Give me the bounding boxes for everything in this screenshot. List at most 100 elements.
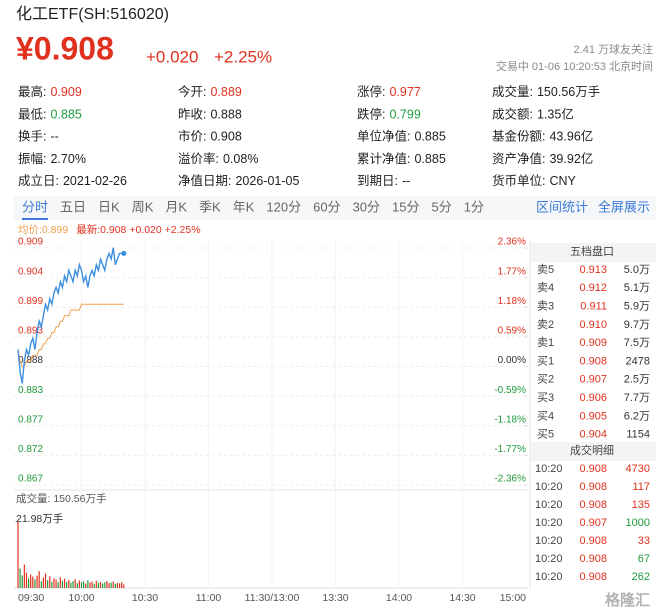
trade-volume: 67: [638, 553, 650, 565]
change: +0.020: [146, 47, 198, 66]
book-price: 0.913: [579, 264, 607, 276]
book-price: 0.905: [579, 410, 607, 422]
x-tick-label: 11:30/13:00: [245, 592, 300, 604]
stat-value: 0.799: [389, 108, 420, 122]
volume-bar: [17, 522, 19, 588]
volume-bar: [47, 580, 49, 588]
volume-bar: [72, 581, 74, 588]
tab[interactable]: 季K: [199, 199, 221, 214]
y2-tick-label: 1.18%: [498, 296, 526, 307]
volume-bar: [121, 582, 123, 588]
trade-time: 10:20: [535, 463, 563, 475]
book-label: 买3: [537, 391, 554, 404]
trade-volume: 262: [632, 571, 650, 583]
stat: 成交量: 150.56万手: [492, 84, 600, 99]
volume-bar: [110, 582, 112, 588]
book-price: 0.908: [579, 355, 607, 367]
book-label: 卖2: [537, 318, 554, 331]
y-tick-label: 0.909: [18, 237, 43, 248]
x-tick-label: 10:30: [132, 592, 158, 604]
y-tick-label: 0.883: [18, 385, 43, 396]
tab-action[interactable]: 全屏展示: [598, 199, 650, 214]
x-tick-label: 13:30: [322, 592, 348, 604]
volume-bar: [104, 582, 106, 588]
volume-bar: [114, 583, 116, 588]
y-tick-label: 0.893: [18, 326, 43, 337]
trade-time: 10:20: [535, 499, 563, 511]
volume-bar: [21, 575, 23, 588]
stat-label: 成立日:: [18, 173, 59, 188]
volume-bar: [55, 579, 57, 588]
trade-volume: 33: [638, 535, 650, 547]
stat-value: 0.885: [414, 130, 445, 144]
volume-bar: [83, 581, 85, 588]
trade-time: 10:20: [535, 571, 563, 583]
trade-volume: 117: [632, 481, 650, 493]
stat: 基金份额: 43.96亿: [492, 129, 593, 144]
status: 交易中 01-06 10:20:53 北京时间: [496, 59, 653, 73]
tab[interactable]: 15分: [392, 199, 419, 214]
book-volume: 7.5万: [624, 337, 650, 349]
watermark: 格隆汇: [605, 591, 650, 609]
book-label: 买5: [537, 428, 554, 441]
tab[interactable]: 1分: [464, 199, 484, 214]
tab[interactable]: 5分: [432, 199, 452, 214]
book-volume: 9.7万: [624, 319, 650, 331]
x-tick-label: 10:00: [68, 592, 94, 604]
book-volume: 2.5万: [624, 374, 650, 386]
x-tick-label: 15:00: [500, 592, 526, 604]
x-tick-label: 09:30: [18, 592, 44, 604]
tab[interactable]: 分时: [22, 199, 48, 214]
trade-time: 10:20: [535, 553, 563, 565]
stat: 累计净值: 0.885: [357, 151, 446, 166]
book-label: 买2: [537, 373, 554, 386]
volume-bar: [123, 584, 125, 588]
stat-value: 0.909: [50, 85, 81, 99]
stat-value: 0.08%: [223, 152, 258, 166]
tab[interactable]: 30分: [353, 199, 380, 214]
stat: 货币单位: CNY: [492, 173, 577, 188]
volume-bar: [57, 582, 59, 588]
tab[interactable]: 五日: [60, 199, 86, 214]
y-tick-label: 0.877: [18, 414, 43, 425]
stat-label: 振幅:: [18, 151, 46, 166]
stat-value: 0.977: [389, 85, 420, 99]
book-label: 卖1: [537, 336, 554, 349]
book-label: 买4: [537, 409, 554, 422]
stat-value: 39.92亿: [549, 151, 593, 166]
y-tick-label: 0.872: [18, 444, 43, 455]
book-volume: 1154: [626, 429, 650, 441]
tab[interactable]: 日K: [98, 199, 120, 214]
tab-action[interactable]: 区间统计: [536, 199, 588, 214]
tab[interactable]: 年K: [233, 199, 255, 214]
tab[interactable]: 月K: [165, 199, 187, 214]
x-tick-label: 11:00: [196, 592, 222, 604]
stat-label: 今开:: [178, 84, 206, 99]
volume-bar: [87, 580, 89, 588]
book-price: 0.909: [579, 337, 607, 349]
tab-bar: [14, 196, 656, 220]
volume-bar: [91, 581, 93, 588]
legend-entry: 最新:0.908 +0.020 +2.25%: [76, 223, 200, 236]
tab[interactable]: 120分: [266, 199, 301, 214]
stat-label: 净值日期:: [178, 173, 231, 188]
stat: 净值日期: 2026-01-05: [178, 173, 299, 188]
stat-label: 基金份额:: [492, 129, 545, 144]
tab[interactable]: 周K: [132, 199, 154, 214]
stat-value: 0.885: [50, 108, 81, 122]
tab[interactable]: 60分: [313, 199, 340, 214]
book-volume: 5.0万: [624, 264, 650, 276]
stat-value: 0.889: [210, 85, 241, 99]
trade-price: 0.908: [579, 499, 607, 511]
trade-price: 0.908: [579, 481, 607, 493]
volume-bar: [42, 577, 44, 588]
change-pct: +2.25%: [214, 47, 272, 66]
book-volume: 5.9万: [624, 301, 650, 313]
trade-time: 10:20: [535, 517, 563, 529]
y2-tick-label: 0.59%: [498, 326, 526, 337]
book-price: 0.912: [579, 282, 607, 294]
volume-bar: [119, 583, 121, 588]
volume-bar: [106, 581, 108, 588]
volume-bar: [27, 578, 30, 588]
